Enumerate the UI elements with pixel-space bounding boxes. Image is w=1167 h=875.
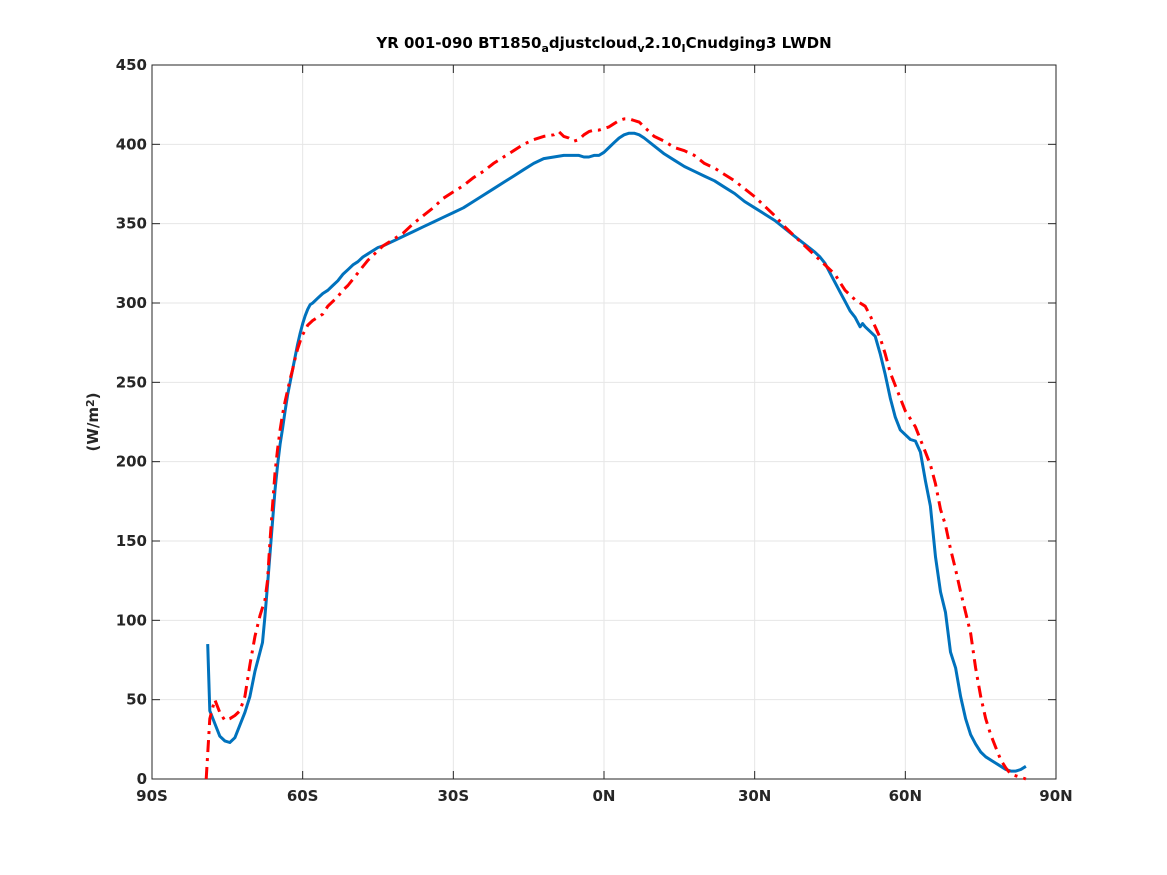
- y-tick-label: 200: [116, 453, 147, 471]
- y-label-sup: 2: [84, 399, 97, 407]
- title-part: YR 001-090 BT1850: [375, 34, 541, 52]
- series-line-2: [204, 117, 1027, 781]
- x-tick-label: 90S: [136, 787, 168, 805]
- series-lines: [204, 117, 1027, 781]
- x-tick-label: 0N: [593, 787, 616, 805]
- series-line-1: [206, 131, 1027, 773]
- y-tick-label: 100: [116, 611, 147, 629]
- chart-title: YR 001-090 BT1850adjustcloudv2.10ICnudgi…: [375, 34, 831, 55]
- y-tick-label: 250: [116, 373, 147, 391]
- x-tick-label: 60N: [889, 787, 922, 805]
- y-label-prefix: (W/m: [84, 407, 102, 452]
- y-tick-label: 50: [126, 691, 147, 709]
- x-tick-label: 30S: [437, 787, 469, 805]
- x-tick-label: 90N: [1039, 787, 1072, 805]
- grid: [151, 64, 1057, 780]
- y-label-suffix: ): [84, 392, 102, 399]
- title-part: 2.10: [645, 34, 682, 52]
- y-tick-label: 450: [116, 56, 147, 74]
- x-tick-label: 30N: [738, 787, 771, 805]
- axis-ticks: 90S 60S 30S 0N 30N 60N 90N 0 50 100 150 200 250 300 35…: [116, 56, 1073, 805]
- y-tick-label: 0: [137, 770, 147, 788]
- x-tick-label: 60S: [287, 787, 319, 805]
- title-part: Cnudging3 LWDN: [686, 34, 832, 52]
- y-axis-label: (W/m2): [84, 392, 102, 451]
- y-tick-label: 350: [116, 215, 147, 233]
- y-tick-label: 150: [116, 532, 147, 550]
- title-part: djustcloud: [549, 34, 637, 52]
- title-part: a: [541, 42, 548, 55]
- title-part: I: [682, 42, 686, 55]
- y-tick-label: 400: [116, 135, 147, 153]
- y-tick-label: 300: [116, 294, 147, 312]
- title-part: v: [637, 42, 645, 55]
